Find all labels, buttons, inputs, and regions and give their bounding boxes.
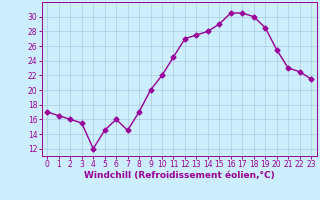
X-axis label: Windchill (Refroidissement éolien,°C): Windchill (Refroidissement éolien,°C) xyxy=(84,171,275,180)
